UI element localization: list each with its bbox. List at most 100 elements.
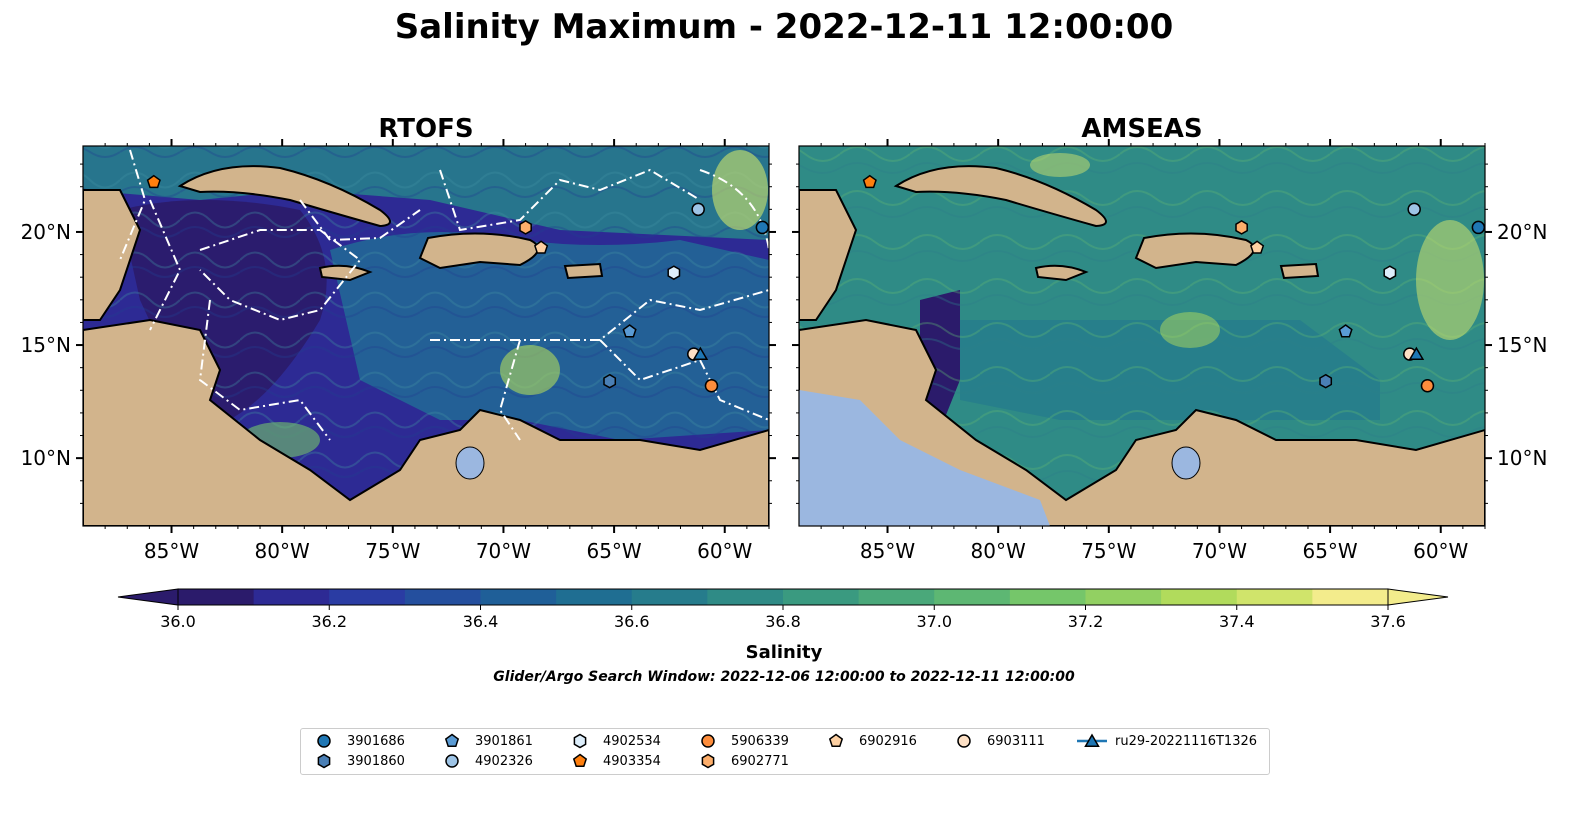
lon-tick-label: 65°W [586, 539, 641, 563]
observation-3901860 [1319, 373, 1333, 389]
legend-label: 6902916 [859, 733, 917, 749]
colorbar-bin [329, 589, 406, 605]
legend-item: 6902916 [821, 733, 917, 749]
legend-label: 6902771 [731, 753, 789, 769]
legend-marker-icon [1077, 733, 1107, 748]
colorbar-bin [1085, 589, 1162, 605]
observation-3901686 [755, 220, 770, 235]
observation-4902326 [691, 202, 705, 217]
legend-item: 4902534 [565, 733, 661, 749]
legend-marker-icon [444, 733, 460, 748]
observation-6902916 [1250, 240, 1265, 254]
lon-tick-label: 75°W [365, 539, 420, 563]
colorbar-label: Salinity [746, 642, 823, 663]
observation-6902771 [1235, 220, 1248, 235]
legend-marker-icon [957, 734, 971, 748]
colorbar-bin [404, 589, 482, 605]
colorbar-bin [1236, 589, 1313, 605]
legend-marker-icon [701, 753, 715, 769]
colorbar-bin [1009, 589, 1087, 605]
colorbar-extend-high [1387, 588, 1449, 606]
legend-marker [444, 733, 460, 748]
legend-marker [317, 753, 331, 769]
colorbar-bin [631, 589, 708, 605]
legend-label: 3901686 [347, 733, 405, 749]
observation-5906339 [704, 379, 719, 393]
observation-3901860 [603, 373, 617, 389]
legend-item: 6902771 [693, 753, 789, 769]
lon-tick-label: 60°W [1413, 539, 1468, 563]
legend-marker-icon [317, 734, 331, 748]
colorbar-extend-low [117, 588, 179, 606]
legend-marker [701, 734, 715, 748]
legend-marker-icon [828, 733, 844, 748]
observation-4903354 [862, 174, 877, 189]
legend-item: 3901861 [437, 733, 533, 749]
lake [1171, 446, 1201, 480]
legend-marker [572, 753, 588, 768]
colorbar: 36.0 36.2 36.4 36.6 36.8 37.0 37.2 37.4 37.6 [117, 588, 1449, 631]
lat-tick-label: 10°N [21, 446, 71, 470]
search-window-caption: Glider/Argo Search Window: 2022-12-06 12… [493, 669, 1075, 685]
observation-4903354 [146, 174, 161, 189]
colorbar-tick-label: 36.2 [311, 612, 347, 631]
legend-marker-icon [317, 753, 331, 769]
legend-marker-icon [573, 733, 587, 749]
rtofs-frame [82, 145, 770, 527]
lon-tick-label: 85°W [144, 539, 199, 563]
rtofs-map [83, 146, 769, 526]
colorbar-bin [934, 589, 1011, 605]
legend-marker [445, 754, 459, 768]
colorbar-tick-label: 36.6 [614, 612, 650, 631]
lon-tick-label: 80°W [971, 539, 1026, 563]
lat-tick-label: 10°N [1497, 446, 1547, 470]
colorbar-bin [178, 589, 255, 605]
eez-boundaries [119, 149, 769, 441]
observation-3901861 [622, 324, 637, 338]
lon-tick-label: 70°W [476, 539, 531, 563]
legend-label: 5906339 [731, 733, 789, 749]
amseas-map [799, 146, 1485, 526]
lat-tick-label: 20°N [21, 220, 71, 244]
observation-4902326 [1407, 202, 1421, 217]
colorbar-bin [783, 589, 860, 605]
legend-item: 4902326 [437, 753, 533, 769]
legend-marker-icon [445, 754, 459, 768]
legend-label: 4902326 [475, 753, 533, 769]
legend-label: 6903111 [987, 733, 1045, 749]
colorbar-bin [1161, 589, 1238, 605]
panel-title-amseas: AMSEAS [1081, 114, 1202, 144]
colorbar-tick-label: 36.8 [765, 612, 801, 631]
colorbar-bin [480, 589, 557, 605]
legend-marker [828, 733, 844, 748]
legend-label: 4902534 [603, 733, 661, 749]
high-salinity-patch [1160, 312, 1220, 348]
legend-marker [573, 733, 587, 749]
observation-3901861 [1338, 324, 1353, 338]
observation-markers [146, 174, 1486, 393]
lat-tick-label: 15°N [21, 333, 71, 357]
colorbar-tick-label: 36.0 [160, 612, 196, 631]
axis-ticks: 85°W 80°W 75°W 70°W 65°W 60°W 20°N 15°N 10°N 85°W… [21, 139, 1547, 563]
lon-tick-label: 80°W [255, 539, 310, 563]
high-salinity-patch [1416, 220, 1484, 340]
lon-tick-label: 75°W [1081, 539, 1136, 563]
land [83, 165, 769, 526]
amseas-frame [798, 145, 1486, 527]
lat-tick-label: 20°N [1497, 220, 1547, 244]
lake [455, 446, 485, 480]
legend-item: 4903354 [565, 753, 661, 769]
colorbar-bin [556, 589, 633, 605]
observation-6902771 [519, 220, 532, 235]
legend-marker [957, 734, 971, 748]
legend-marker [317, 734, 331, 748]
legend-label: 3901860 [347, 753, 405, 769]
legend-item: ru29-20221116T1326 [1077, 733, 1257, 749]
lon-tick-label: 85°W [860, 539, 915, 563]
figure-title: Salinity Maximum - 2022-12-11 12:00:00 [395, 7, 1174, 47]
observation-6902916 [534, 240, 549, 254]
high-salinity-patch [712, 150, 768, 230]
legend-marker [701, 753, 715, 769]
colorbar-bin [1312, 589, 1389, 605]
